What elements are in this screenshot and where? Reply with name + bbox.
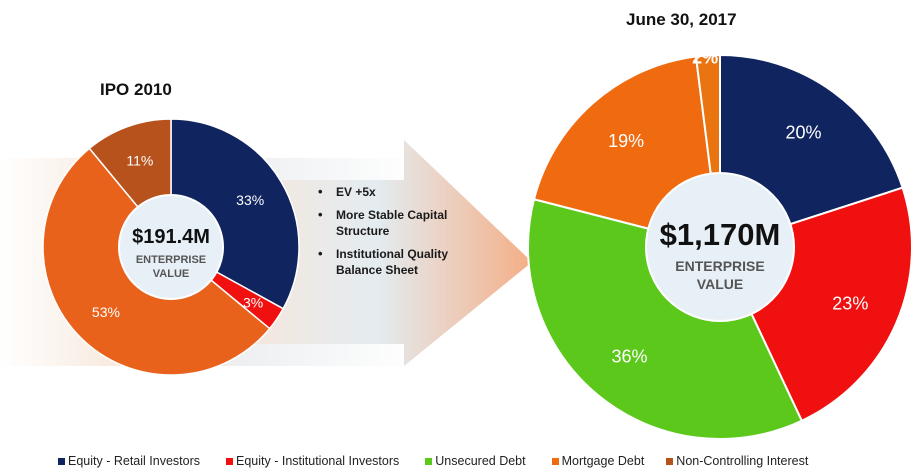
bullet-item: Institutional Quality Balance Sheet [316, 246, 466, 278]
bullet-list: EV +5x More Stable Capital Structure Ins… [316, 184, 466, 285]
legend-item-unsecured: Unsecured Debt [425, 454, 526, 468]
legend-label: Equity - Institutional Investors [236, 454, 400, 468]
legend-swatch [58, 457, 65, 465]
slice-label: 11% [126, 152, 153, 168]
bullet-item: EV +5x [316, 184, 466, 200]
legend-item-noncontrolling: Non-Controlling Interest [666, 454, 808, 468]
center-circle [118, 194, 224, 300]
legend-item-institutional: Equity - Institutional Investors [226, 454, 399, 468]
legend-item-mortgage: Mortgage Debt [551, 454, 645, 468]
legend-swatch [551, 457, 559, 465]
center-value: $1,170M [660, 217, 781, 252]
pie-chart-0: 33% 3% 53% 11% $191.4M ENTERPRISE VALUE [42, 118, 300, 376]
pie-chart-1: 20% 23% 36% 19% 2% $1,170M ENTERPRISE VALUE [527, 48, 913, 440]
center-label: VALUE [697, 276, 743, 292]
pie-slice [527, 198, 804, 440]
legend-swatch [226, 457, 233, 465]
center-circle [645, 172, 795, 322]
slice-label: 33% [236, 192, 264, 208]
slice-label: 23% [832, 294, 868, 314]
center-label: ENTERPRISE [675, 258, 764, 274]
bullet-item: More Stable Capital Structure [316, 207, 466, 239]
chart-title-ipo: IPO 2010 [100, 80, 172, 99]
legend: Equity - Retail Investors Equity - Insti… [58, 451, 808, 471]
legend-label: Unsecured Debt [435, 454, 526, 468]
slice-label: 19% [608, 131, 644, 151]
slice-label: 3% [243, 295, 263, 311]
center-label: VALUE [153, 268, 189, 280]
slice-label: 20% [785, 122, 821, 142]
center-label: ENTERPRISE [136, 254, 206, 266]
legend-label: Equity - Retail Investors [68, 454, 200, 468]
slice-label: 2% [692, 48, 718, 68]
legend-item-retail: Equity - Retail Investors [58, 454, 200, 468]
slice-label: 36% [611, 347, 647, 367]
center-value: $191.4M [132, 226, 210, 248]
legend-swatch [425, 457, 433, 465]
slice-label: 53% [92, 304, 120, 320]
legend-label: Mortgage Debt [561, 454, 645, 468]
legend-swatch [666, 457, 674, 465]
legend-label: Non-Controlling Interest [676, 454, 809, 468]
chart-title-2017: June 30, 2017 [626, 10, 737, 29]
